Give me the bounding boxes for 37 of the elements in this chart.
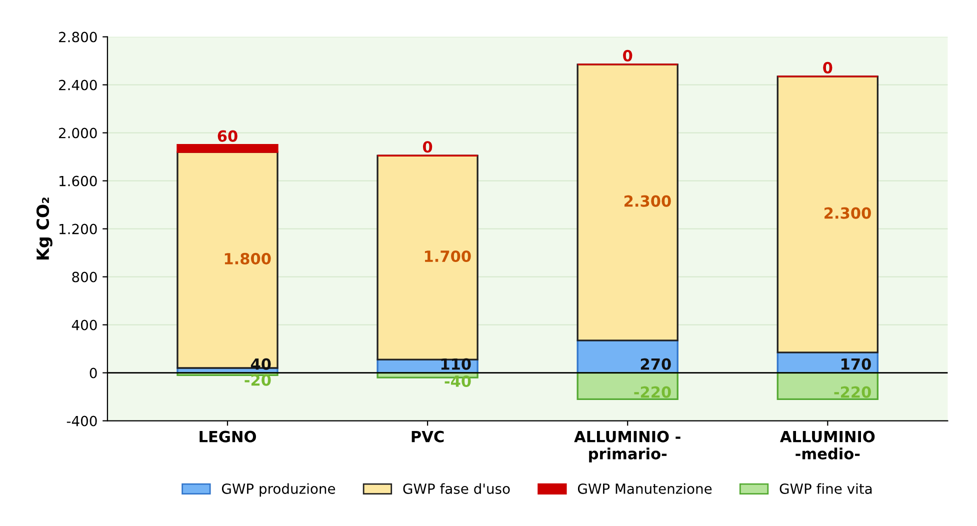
data-label: 1.800 — [224, 252, 271, 264]
y-tick-label: 2.000 — [59, 128, 97, 138]
legend-label: GWP produzione — [222, 483, 336, 497]
data-label: 0 — [823, 62, 832, 74]
bar — [176, 151, 278, 369]
data-label: -20 — [244, 374, 271, 386]
x-tick-label: ALLUMINIO -medio- — [780, 430, 875, 460]
data-label: -220 — [834, 386, 871, 398]
legend-label: GWP Manutenzione — [578, 483, 712, 494]
data-label: 2.300 — [824, 207, 871, 219]
data-label: 0 — [623, 50, 632, 62]
bar — [576, 64, 678, 342]
legend-label: GWP fine vita — [780, 483, 872, 494]
y-tick-label: -400 — [66, 416, 97, 426]
data-label: 60 — [218, 130, 238, 142]
bar — [776, 76, 879, 354]
x-tick-label: PVC — [412, 430, 444, 442]
data-label: 0 — [422, 141, 432, 153]
data-label: -40 — [444, 375, 471, 388]
data-label: 270 — [640, 358, 671, 370]
y-tick-label: 1.600 — [60, 176, 97, 186]
y-tick-label: 2.800 — [59, 32, 97, 42]
bar — [176, 144, 278, 153]
x-tick-label: LEGNO — [200, 430, 256, 442]
y-axis-title: Kg CO₂ — [36, 198, 52, 260]
y-tick-label: 2.400 — [59, 80, 97, 90]
data-label: 2.300 — [624, 195, 671, 207]
y-tick-label: 800 — [72, 272, 97, 282]
y-tick-label: 400 — [72, 320, 97, 330]
y-tick-label: 0 — [90, 368, 97, 378]
legend-label: GWP fase d'uso — [403, 483, 510, 494]
data-label: 1.700 — [424, 250, 471, 262]
x-tick-label: ALLUMINIO - primario- — [574, 430, 680, 462]
data-label: 170 — [842, 358, 871, 370]
data-label: 110 — [441, 358, 471, 370]
y-tick-label: 1.200 — [60, 224, 97, 234]
data-label: -220 — [634, 386, 671, 398]
